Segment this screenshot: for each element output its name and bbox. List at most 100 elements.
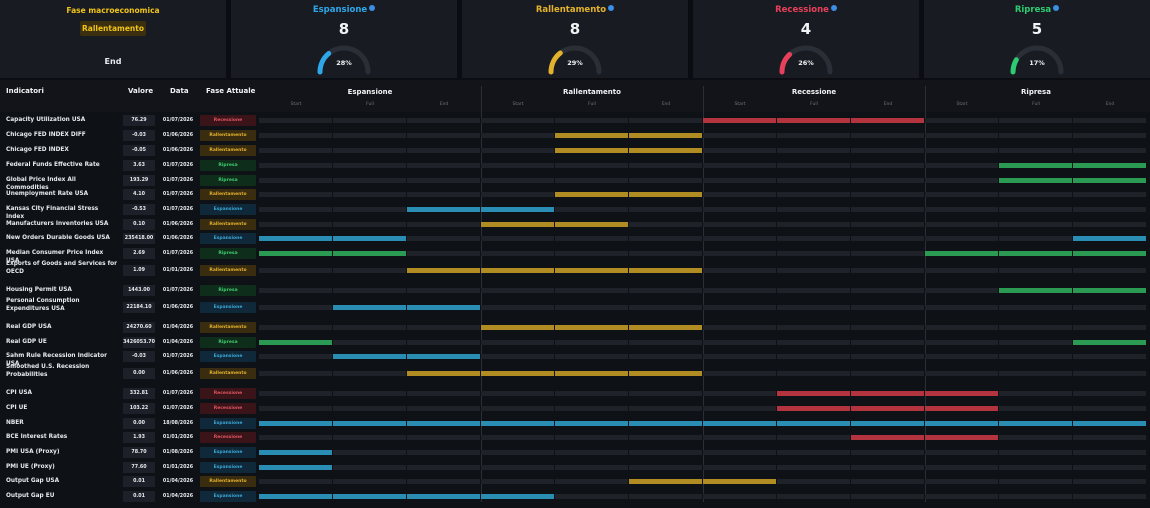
phase-cell — [407, 222, 480, 227]
phase-cell — [703, 305, 776, 310]
phase-cell — [1073, 268, 1146, 273]
phase-cell — [407, 148, 480, 153]
phase-cell — [555, 325, 628, 330]
phase-cell — [259, 450, 332, 455]
end-label: End — [104, 57, 122, 66]
phase-cell — [925, 192, 998, 197]
phase-cell — [333, 178, 406, 183]
indicator-date: 01/07/2026 — [162, 391, 194, 396]
gauge-percent: 29% — [567, 59, 583, 67]
phase-cell — [555, 406, 628, 411]
subcol-label: Start — [512, 102, 524, 107]
section-divider — [703, 86, 704, 502]
phase-cell — [481, 163, 554, 168]
phase-cell — [999, 207, 1072, 212]
indicator-date: 18/08/2026 — [162, 421, 194, 426]
table-header — [0, 80, 1150, 112]
phase-cell — [555, 340, 628, 345]
phase-cell — [851, 268, 924, 273]
phase-cell — [851, 354, 924, 359]
phase-cell — [333, 325, 406, 330]
indicator-name: CPI USA — [6, 390, 33, 396]
indicator-name: Real GDP UE — [6, 339, 47, 345]
phase-card-title: Recessione — [693, 5, 919, 15]
indicator-value: 24270.60 — [123, 322, 155, 333]
phase-cell — [407, 192, 480, 197]
phase-cell — [259, 148, 332, 153]
indicator-value: 1443.00 — [123, 285, 155, 296]
phase-cell — [259, 371, 332, 376]
header-indicators[interactable]: Indicatori — [6, 87, 44, 95]
indicator-value: 0.10 — [123, 219, 155, 230]
phase-cell — [481, 178, 554, 183]
phase-cell — [925, 325, 998, 330]
current-phase-badge: Rallentamento — [200, 219, 256, 230]
section-divider — [925, 86, 926, 502]
phase-cell — [555, 222, 628, 227]
header-value[interactable]: Valore — [128, 87, 154, 95]
indicator-value: 4.10 — [123, 189, 155, 200]
info-icon[interactable] — [369, 5, 376, 11]
phase-cell — [703, 288, 776, 293]
phase-cell — [333, 406, 406, 411]
phase-cell — [777, 118, 850, 123]
phase-cell — [925, 305, 998, 310]
phase-cell — [333, 222, 406, 227]
phase-card-count: 5 — [1031, 20, 1043, 38]
phase-cell — [407, 236, 480, 241]
info-icon[interactable] — [830, 5, 837, 11]
phase-cell — [407, 251, 480, 256]
current-phase-badge: Recessione — [200, 432, 256, 443]
phase-cell — [851, 222, 924, 227]
indicator-name: Capacity Utilization USA — [6, 117, 86, 123]
phase-cell — [333, 133, 406, 138]
current-phase-badge: Espansione — [200, 302, 256, 313]
subcol-label: End — [883, 102, 893, 107]
phase-cell — [555, 178, 628, 183]
phase-cell — [777, 163, 850, 168]
phase-cell — [777, 305, 850, 310]
section-recessione: Recessione — [791, 88, 837, 96]
indicator-date: 01/06/2026 — [162, 371, 194, 376]
header-phase[interactable]: Fase Attuale — [206, 87, 256, 95]
phase-cell — [703, 148, 776, 153]
phase-cell — [851, 192, 924, 197]
phase-cell — [851, 494, 924, 499]
phase-cell — [629, 236, 702, 241]
phase-cell — [333, 236, 406, 241]
phase-cell — [555, 391, 628, 396]
phase-card-title: Ripresa — [924, 5, 1150, 15]
info-icon[interactable] — [608, 5, 615, 11]
phase-cell — [629, 421, 702, 426]
current-phase-badge: Recessione — [200, 115, 256, 126]
phase-cell — [851, 435, 924, 440]
phase-cell — [629, 222, 702, 227]
phase-cell — [777, 178, 850, 183]
current-phase-badge: Rallentamento — [200, 145, 256, 156]
phase-cell — [481, 391, 554, 396]
phase-cell — [259, 251, 332, 256]
phase-card-name: Espansione — [312, 5, 368, 15]
phase-cell — [555, 450, 628, 455]
section-rallentamento: Rallentamento — [563, 88, 621, 96]
phase-cell — [259, 163, 332, 168]
phase-cell — [481, 494, 554, 499]
phase-cell — [629, 192, 702, 197]
phase-cell — [481, 421, 554, 426]
phase-cell — [333, 479, 406, 484]
phase-cell — [481, 148, 554, 153]
phase-cell — [629, 163, 702, 168]
indicator-date: 01/07/2026 — [162, 192, 194, 197]
phase-cell — [703, 406, 776, 411]
phase-cell — [999, 479, 1072, 484]
phase-cell — [481, 305, 554, 310]
phase-cell — [999, 288, 1072, 293]
info-icon[interactable] — [1053, 5, 1060, 11]
indicator-name: Chicago FED INDEX DIFF — [6, 132, 86, 138]
phase-cell — [555, 371, 628, 376]
phase-cell — [259, 435, 332, 440]
header-date[interactable]: Data — [170, 87, 189, 95]
phase-cell — [851, 207, 924, 212]
phase-cell — [333, 118, 406, 123]
phase-cell — [999, 148, 1072, 153]
